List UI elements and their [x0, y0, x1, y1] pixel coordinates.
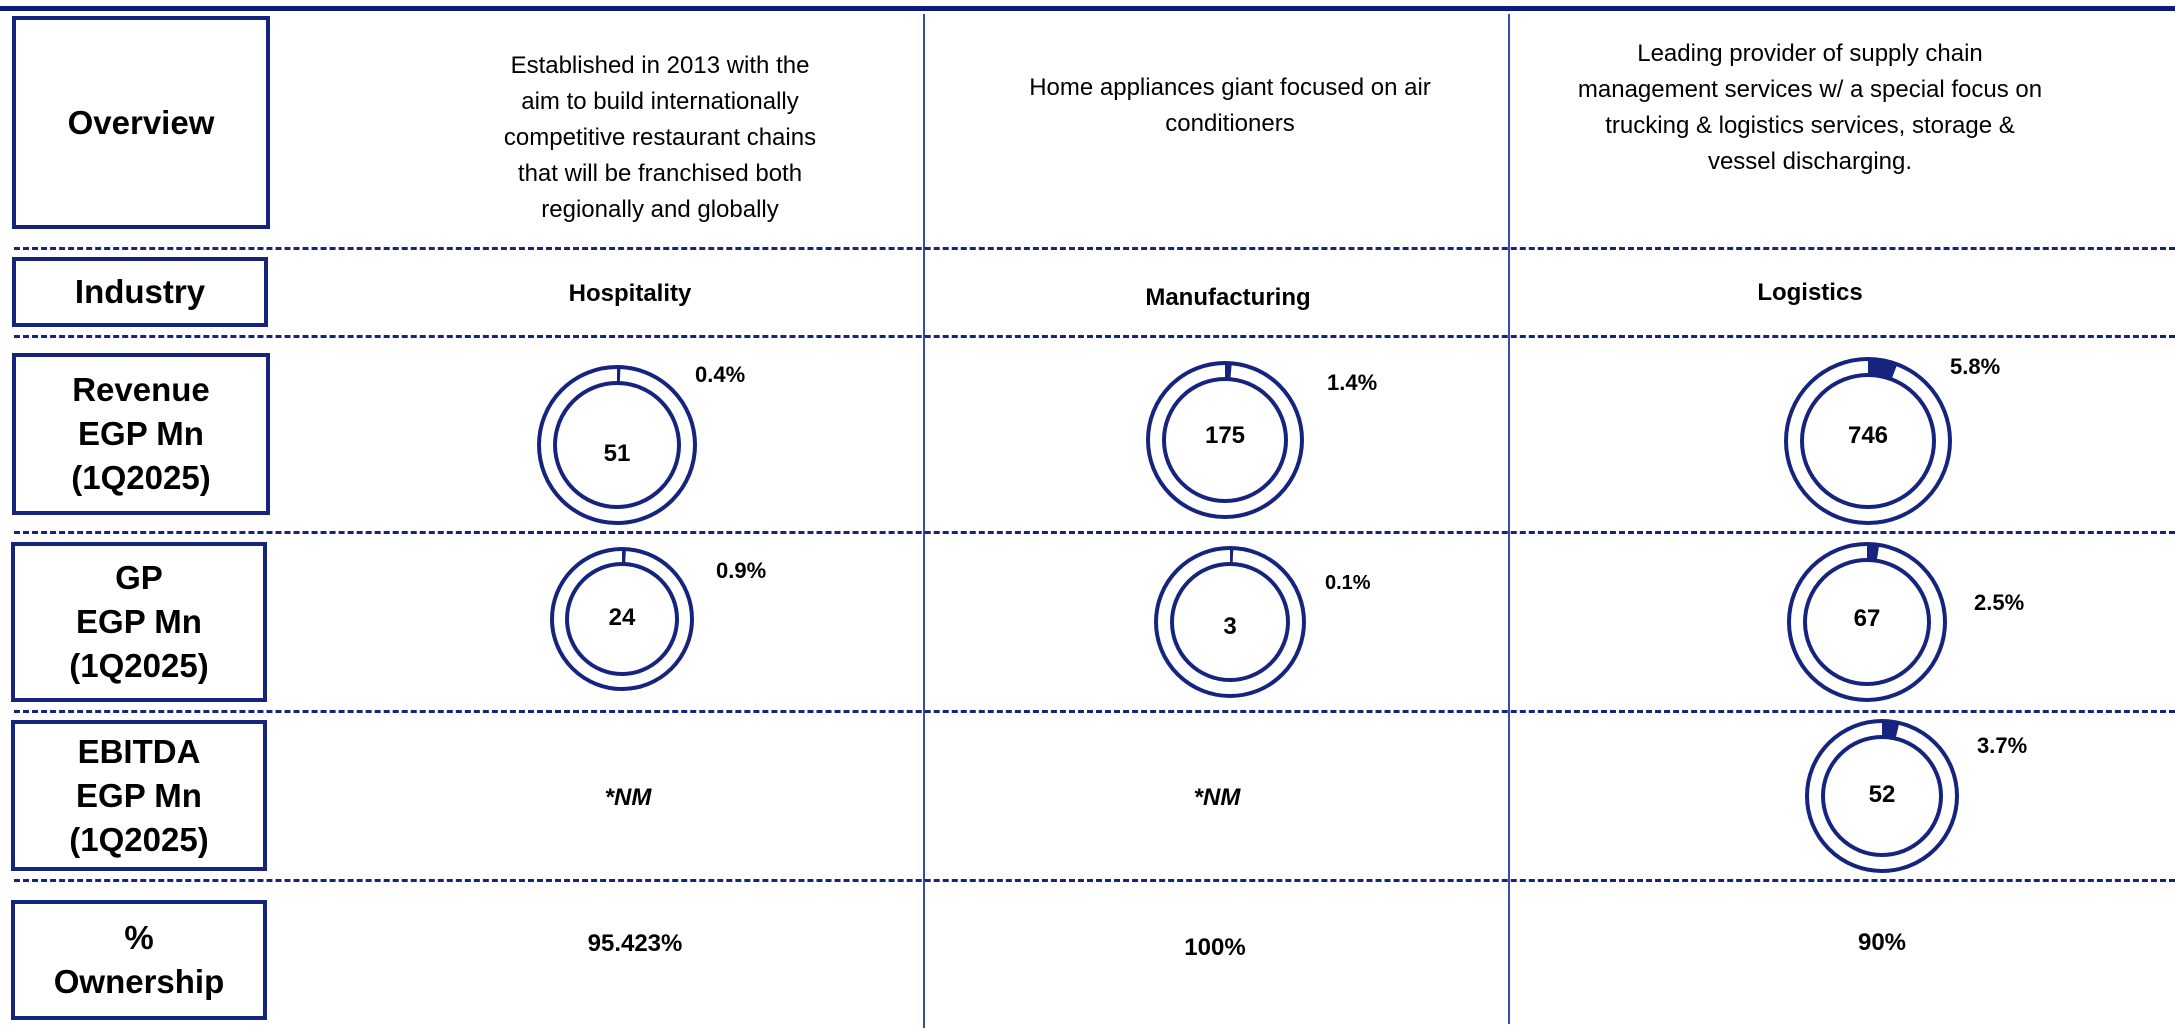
top-rule: [0, 6, 2175, 11]
revenue-share-logistics: 5.8%: [1950, 354, 2001, 379]
overview-text-manufacturing: Home appliances giant focused on air con…: [1029, 74, 1431, 137]
revenue-donut-logistics: [1784, 357, 1952, 525]
revenue-donut-manufacturing: [1146, 361, 1304, 519]
row-divider-4: [14, 710, 2175, 713]
gp-donut-logistics: [1787, 542, 1947, 702]
gp-value-logistics: 67: [1853, 605, 1881, 632]
overview-text-hospitality: Established in 2013 with the aim to buil…: [503, 52, 817, 223]
ebitda-donut-logistics: [1805, 719, 1959, 873]
row-divider-2: [14, 335, 2175, 338]
column-divider-1: [923, 14, 925, 1028]
gp-value-hospitality: 24: [608, 604, 636, 631]
gp-share-hospitality: 0.9%: [716, 558, 767, 583]
donut-share-wedge: [1868, 359, 1898, 380]
donut-share-wedge: [1867, 544, 1880, 561]
revenue-value-hospitality: 51: [603, 440, 631, 467]
ownership-logistics: 90%: [1857, 929, 1907, 956]
row-divider-5: [14, 879, 2175, 882]
revenue-donut-hospitality: [537, 365, 697, 525]
ownership-label: % Ownership: [11, 900, 267, 1020]
gp-donut-manufacturing: [1154, 546, 1306, 698]
ownership-manufacturing: 100%: [1184, 934, 1246, 961]
overview-label: Overview: [12, 16, 270, 229]
industry-manufacturing: Manufacturing: [1145, 284, 1311, 311]
gp-donut-hospitality: [550, 547, 694, 691]
ebitda-manufacturing: *NM: [1193, 784, 1241, 811]
overview-text-logistics: Leading provider of supply chain managem…: [1577, 40, 2043, 175]
ebitda-value-logistics: 52: [1868, 781, 1896, 808]
row-divider-1: [14, 247, 2175, 250]
industry-logistics: Logistics: [1757, 279, 1863, 306]
revenue-share-manufacturing: 1.4%: [1327, 370, 1378, 395]
column-divider-2: [1508, 14, 1510, 1024]
ebitda-label: EBITDA EGP Mn (1Q2025): [11, 720, 267, 871]
donut-share-wedge: [1230, 548, 1234, 565]
row-divider-3: [14, 531, 2175, 534]
revenue-value-manufacturing: 175: [1204, 422, 1246, 449]
gp-label: GP EGP Mn (1Q2025): [11, 542, 267, 702]
industry-label: Industry: [12, 257, 268, 327]
revenue-label: Revenue EGP Mn (1Q2025): [12, 353, 270, 515]
revenue-share-hospitality: 0.4%: [695, 362, 746, 387]
revenue-value-logistics: 746: [1847, 422, 1889, 449]
donut-share-wedge: [617, 367, 621, 384]
ebitda-share-logistics: 3.7%: [1977, 733, 2028, 758]
donut-share-wedge: [1225, 363, 1232, 380]
industry-hospitality: Hospitality: [568, 280, 692, 307]
ebitda-hospitality: *NM: [604, 784, 652, 811]
donut-share-wedge: [1882, 721, 1900, 739]
gp-share-manufacturing: 0.1%: [1325, 572, 1371, 594]
gp-share-logistics: 2.5%: [1974, 590, 2025, 615]
donut-share-wedge: [622, 549, 626, 565]
ownership-hospitality: 95.423%: [587, 930, 683, 957]
gp-value-manufacturing: 3: [1223, 613, 1237, 640]
